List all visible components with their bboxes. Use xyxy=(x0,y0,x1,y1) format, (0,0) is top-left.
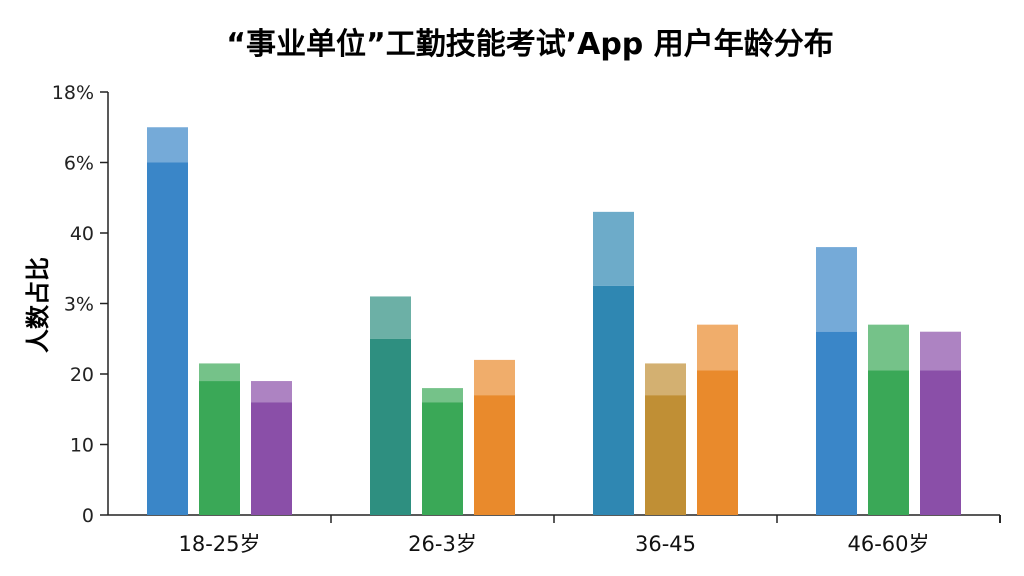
y-tick-label: 18% xyxy=(52,82,94,104)
bar xyxy=(422,402,463,515)
bar-top-segment xyxy=(370,296,411,339)
bar xyxy=(199,381,240,515)
bar-top-segment xyxy=(816,247,857,332)
bar-top-segment xyxy=(868,324,909,371)
bar-top-segment xyxy=(920,331,961,371)
x-tick-label: 46-60岁 xyxy=(847,532,929,556)
bar xyxy=(593,285,634,515)
bar-top-segment xyxy=(199,363,240,382)
y-tick-label: 6% xyxy=(64,153,94,175)
bar xyxy=(816,331,857,515)
bar-top-segment xyxy=(474,359,515,396)
bar-top-segment xyxy=(645,363,686,396)
y-axis-label: 人数占比 xyxy=(24,257,52,353)
x-tick-label: 36-45 xyxy=(635,532,696,556)
chart-title: “事业单位”工勤技能考试’App 用户年龄分布 xyxy=(226,27,833,62)
bar-top-segment xyxy=(251,381,292,403)
bar-top-segment xyxy=(697,324,738,371)
y-tick-label: 40 xyxy=(70,223,94,245)
y-tick-label: 0 xyxy=(82,505,94,527)
bar xyxy=(370,338,411,515)
plot-area: 0 10 20 3% 40 6% 18% 18-25岁 26-3岁 36-45 46-60岁 xyxy=(52,82,1001,556)
bar xyxy=(474,395,515,515)
bar xyxy=(868,370,909,515)
y-tick-label: 20 xyxy=(70,364,94,386)
bar-top-segment xyxy=(422,388,463,403)
bar xyxy=(147,162,188,515)
bar xyxy=(920,370,961,515)
x-tick-label: 18-25岁 xyxy=(178,532,260,556)
bar xyxy=(251,402,292,515)
bar xyxy=(645,395,686,515)
y-tick-label: 3% xyxy=(64,294,94,316)
bar-top-segment xyxy=(147,127,188,163)
y-tick-label: 10 xyxy=(70,435,94,457)
x-tick-label: 26-3岁 xyxy=(408,532,477,556)
bar xyxy=(697,370,738,515)
bar-top-segment xyxy=(593,211,634,286)
